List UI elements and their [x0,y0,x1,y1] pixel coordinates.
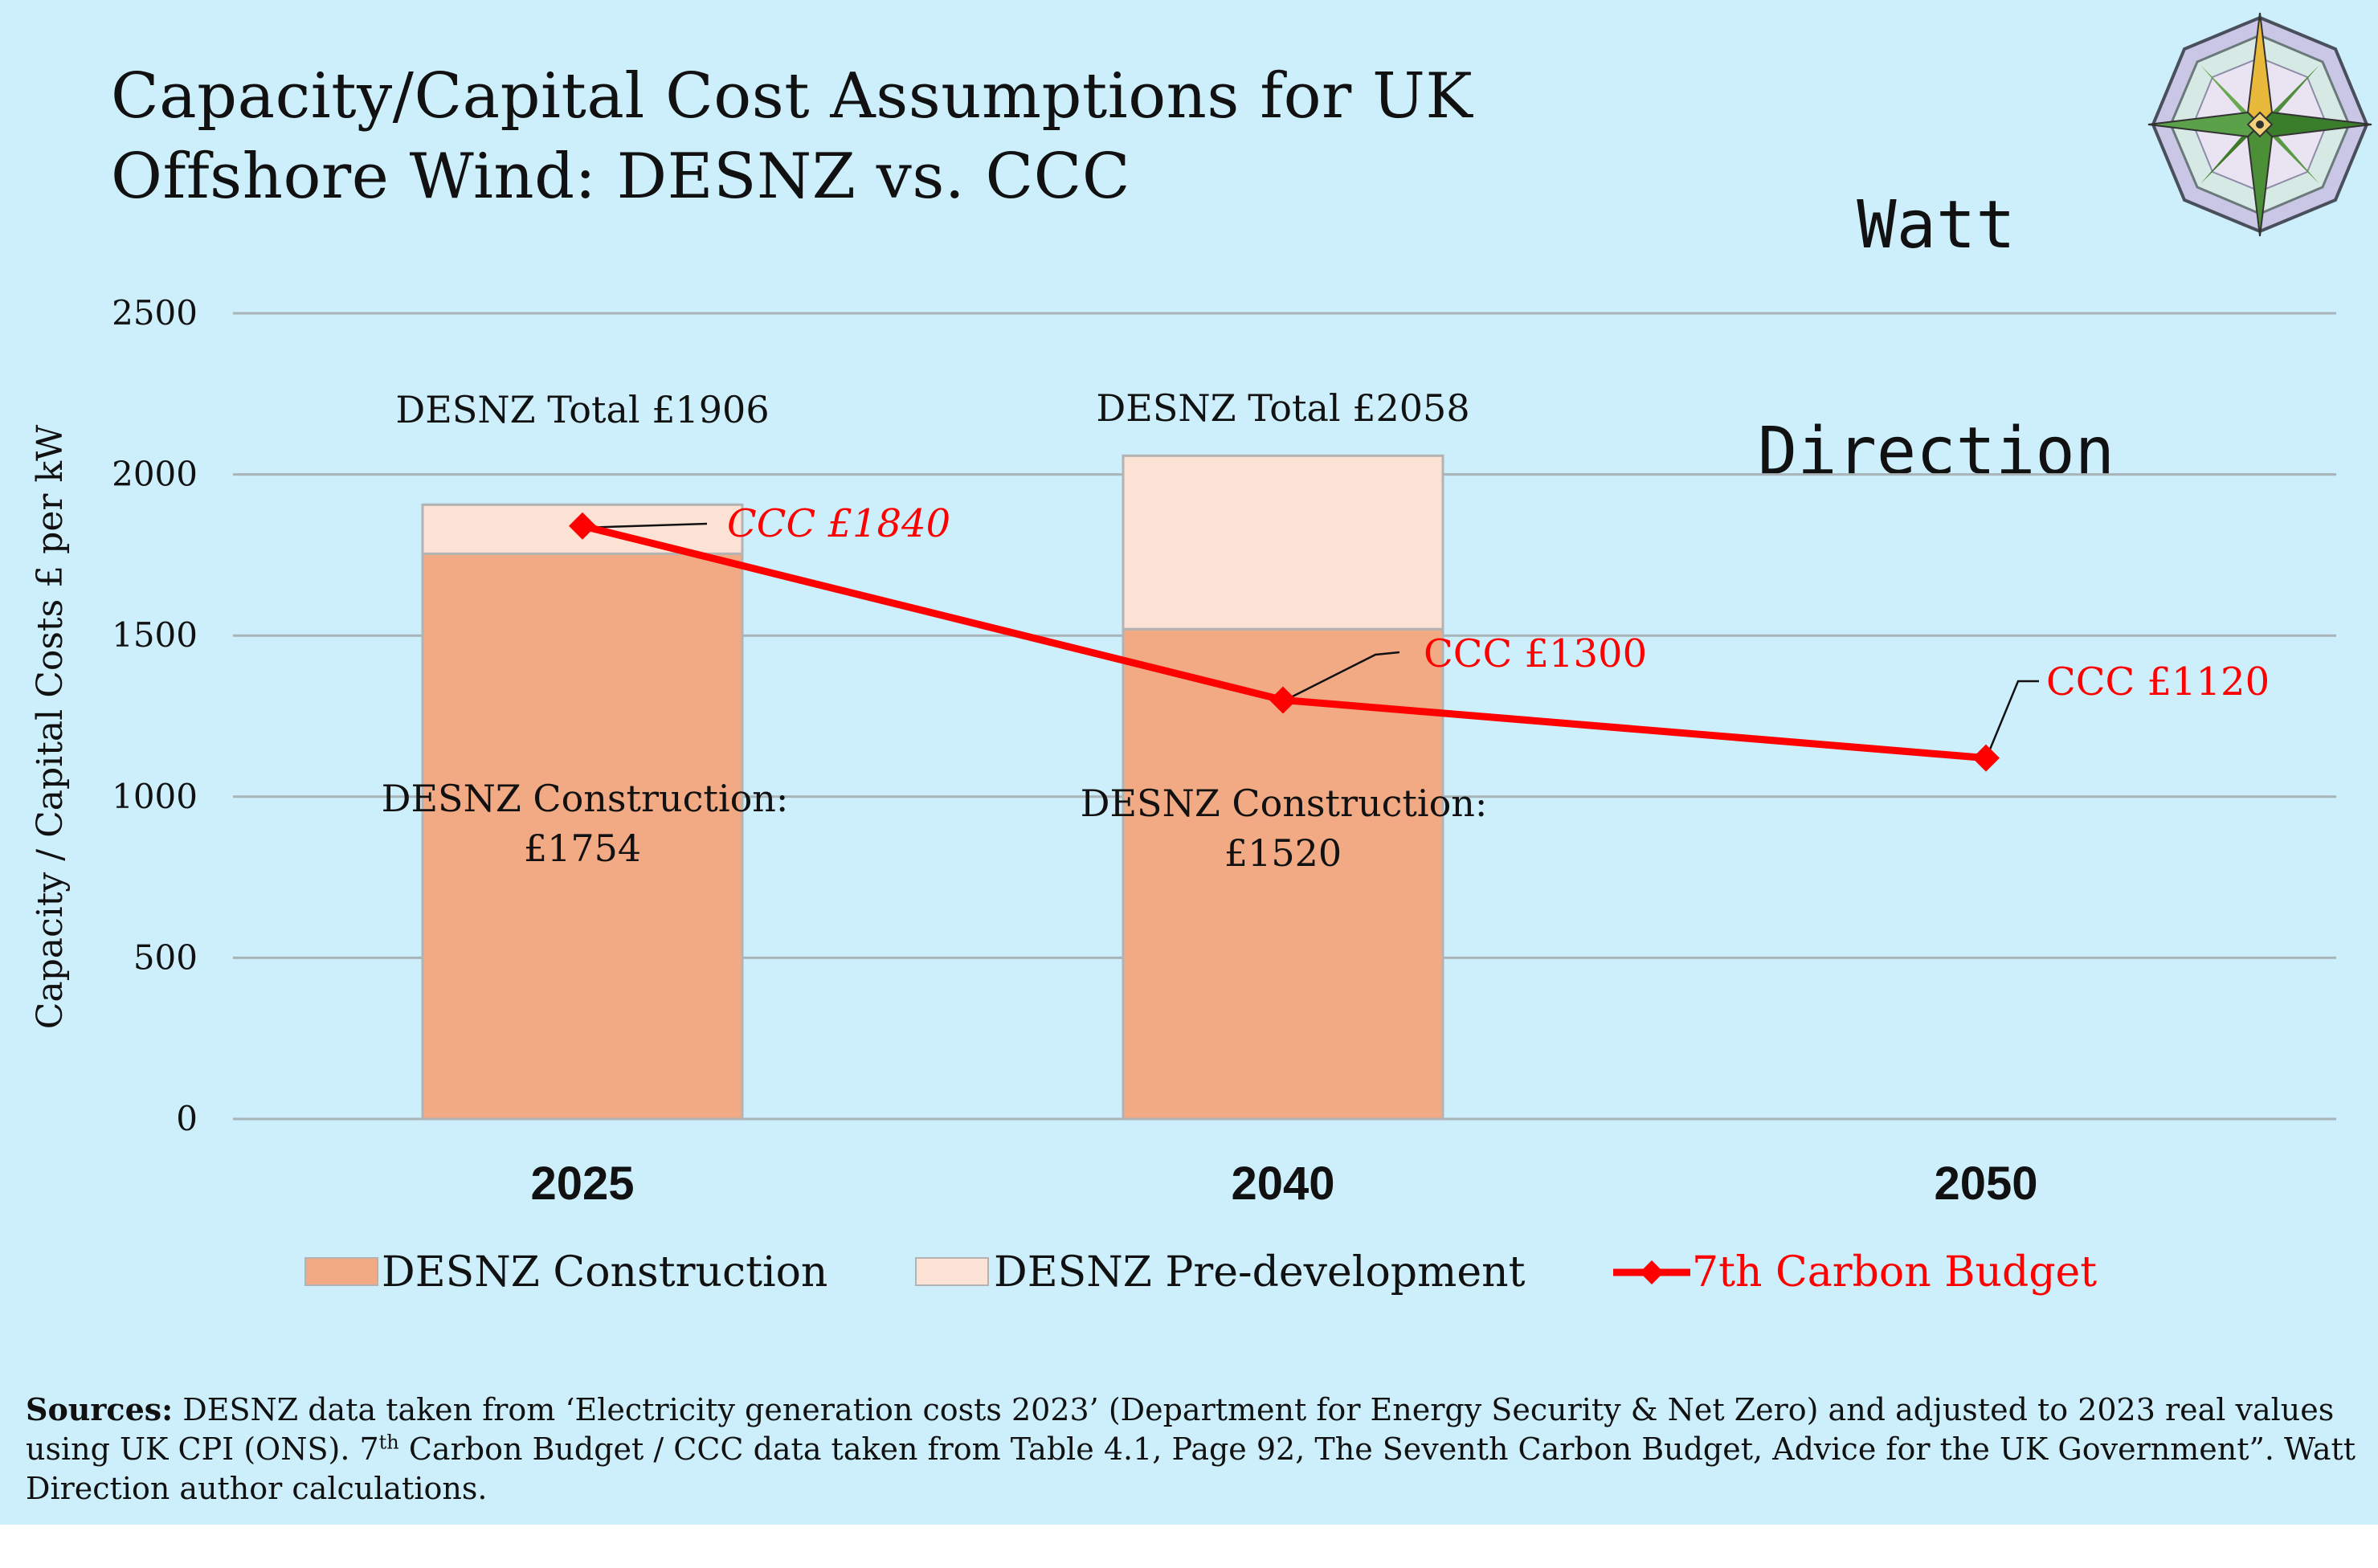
brand-name: Watt Direction [1727,37,2145,641]
brand-name-line-2: Direction [1757,414,2115,490]
total-data-label: DESNZ Total £1906 [395,388,769,431]
callout-leader-line [582,522,708,529]
y-tick-label: 1000 [112,777,198,816]
sources-text-b: Carbon Budget / CCC data taken from Tabl… [26,1431,2356,1506]
legend-label-construction: DESNZ Construction [382,1248,827,1296]
callout-leader-line [1984,680,2039,760]
x-tick-label: 2050 [1934,1158,2037,1210]
y-axis-title: Capacity / Capital Costs £ per kW [30,424,71,1029]
construction-data-label: DESNZ Construction: [1081,782,1488,825]
construction-value-label: £1754 [524,827,641,870]
x-tick-label: 2025 [530,1158,634,1210]
construction-data-label: DESNZ Construction: [382,777,789,820]
sources-superscript: th [378,1431,399,1454]
y-tick-label: 2000 [112,455,198,494]
chart-title: Capacity/Capital Cost Assumptions for UK… [111,56,1637,217]
legend-swatch-carbon-budget-marker [1640,1260,1664,1284]
construction-value-label: £1520 [1224,831,1342,875]
chart-title-line-2: Offshore Wind: DESNZ vs. CCC [111,141,1131,213]
sources-note: Sources: DESNZ data taken from ‘Electric… [26,1390,2356,1509]
y-tick-label: 0 [176,1099,198,1138]
carbon-budget-marker [569,512,596,540]
sources-text-a: DESNZ data taken from ‘Electricity gener… [26,1392,2335,1467]
bar-desnz-construction [421,552,744,1121]
sources-label: Sources: [26,1391,174,1427]
legend-label-predevelopment: DESNZ Pre-development [994,1248,1526,1296]
bar-desnz-predevelopment [1122,454,1444,631]
legend-label-carbon-budget: 7th Carbon Budget [1692,1248,2097,1296]
brand-name-line-1: Watt [1857,187,2016,263]
chart-area: 0 500 1000 1500 2000 2500 Capacity / Capital C… [30,293,2336,1296]
callout-leader-line [1282,651,1400,703]
chart-title-line-1: Capacity/Capital Cost Assumptions for UK [111,60,1473,133]
y-tick-label: 2500 [112,293,198,333]
ccc-data-label: CCC £1300 [1424,631,1647,676]
legend-swatch-construction [304,1257,378,1286]
ccc-data-label: CCC £1840 [727,501,950,546]
y-tick-label: 500 [133,937,198,977]
carbon-budget-marker [1972,744,2000,772]
x-tick-label: 2040 [1231,1158,1334,1210]
compass-rose-icon [2147,12,2372,237]
carbon-budget-marker [1269,686,1297,714]
total-data-label: DESNZ Total £2058 [1096,386,1469,430]
legend-swatch-predevelopment [915,1257,989,1286]
ccc-data-label: CCC £1120 [2046,659,2270,704]
y-tick-label: 1500 [112,615,198,655]
